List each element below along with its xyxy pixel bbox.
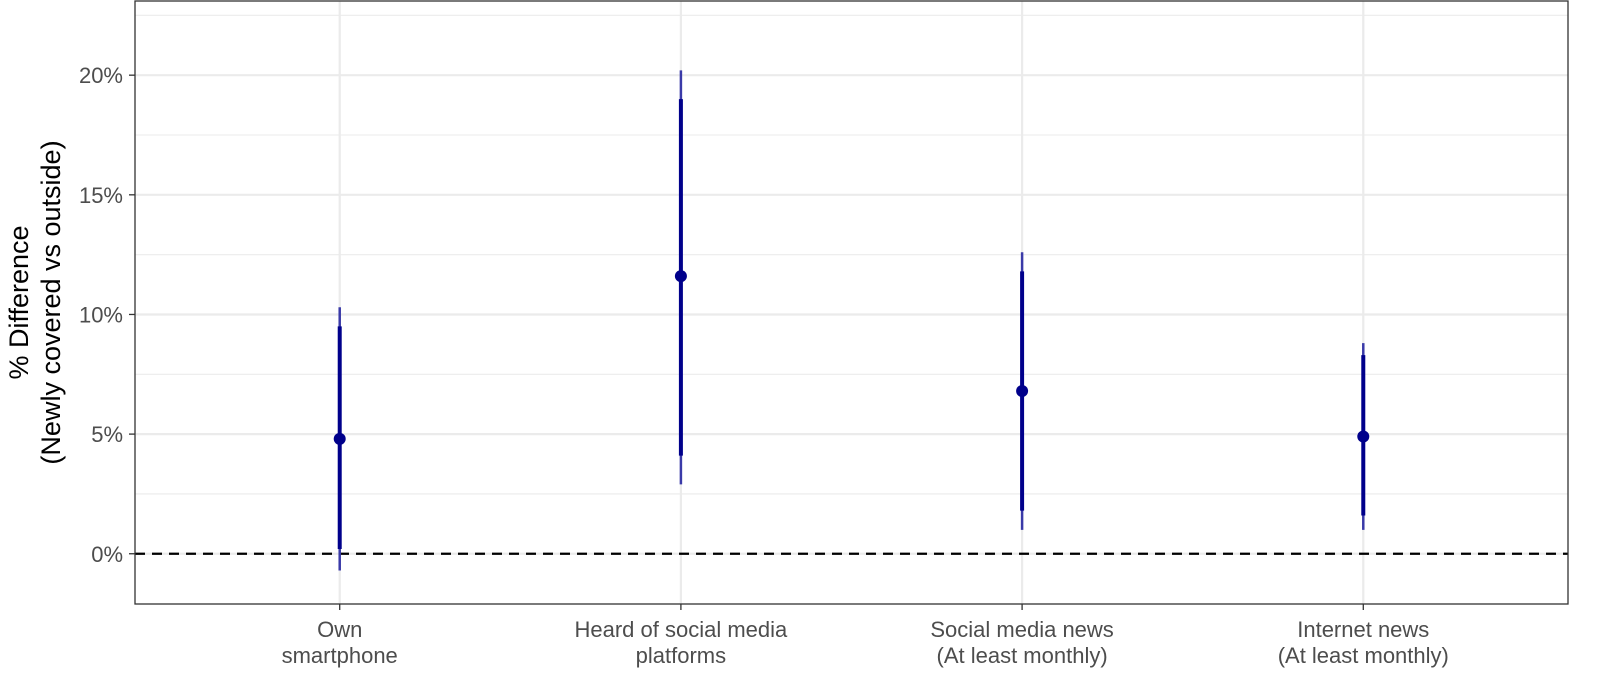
- estimate-point: [333, 432, 346, 445]
- estimate-point: [1016, 385, 1029, 398]
- estimate-point: [674, 270, 687, 283]
- y-axis-title-line: (Newly covered vs outside): [36, 140, 66, 464]
- x-tick-label-line: platforms: [636, 643, 726, 668]
- x-tick-label-line: Heard of social media: [575, 617, 789, 642]
- y-axis-title-line: % Difference: [4, 225, 34, 379]
- y-tick-label: 20%: [79, 63, 123, 88]
- x-tick-label: Internet news (At least monthly): [1278, 617, 1449, 668]
- y-tick-label: 10%: [79, 302, 123, 327]
- y-tick-label: 5%: [91, 422, 123, 447]
- x-tick-label-line: Social media news: [930, 617, 1113, 642]
- plot-panel: [135, 1, 1568, 604]
- estimate-point: [1357, 430, 1370, 443]
- y-axis-title: % Difference(Newly covered vs outside): [4, 140, 66, 464]
- y-tick-label: 15%: [79, 183, 123, 208]
- x-tick-label-line: (At least monthly): [937, 643, 1108, 668]
- x-tick-label-line: Internet news: [1297, 617, 1429, 642]
- x-tick-label-line: Own: [317, 617, 362, 642]
- panel-border: [134, 0, 1569, 605]
- x-tick-label: Social media news (At least monthly): [930, 617, 1113, 668]
- x-tick-label-line: smartphone: [282, 643, 398, 668]
- x-tick-label: Own smartphone: [282, 617, 398, 668]
- x-tick-label: Heard of social media platforms: [575, 617, 789, 668]
- x-tick-label-line: (At least monthly): [1278, 643, 1449, 668]
- y-tick-label: 0%: [91, 542, 123, 567]
